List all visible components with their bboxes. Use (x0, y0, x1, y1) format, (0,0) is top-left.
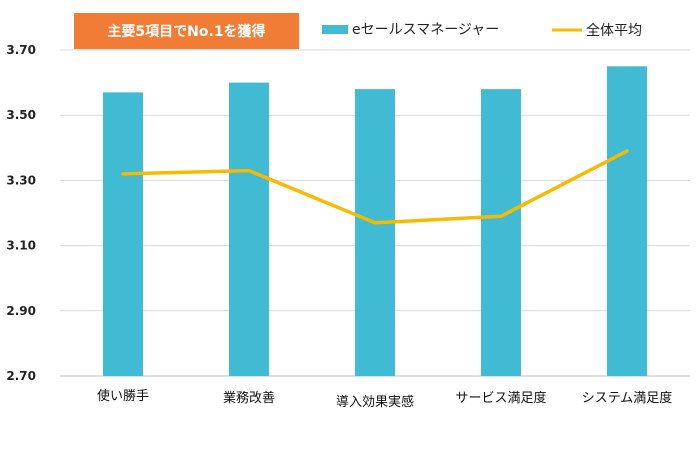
legend: eセールスマネージャー 全体平均 (322, 22, 642, 39)
line-point (247, 169, 251, 173)
x-axis-labels: 使い勝手 業務改善 導入効果実感 サービス満足度 システム満足度 (97, 388, 672, 410)
legend-swatch-bar (322, 25, 348, 34)
badge-text: 主要5項目でNo.1を獲得 (107, 23, 265, 40)
bar-series (103, 66, 647, 377)
line-point (499, 214, 503, 218)
y-tick-label: 3.50 (6, 108, 36, 122)
y-tick-label: 2.70 (6, 369, 36, 383)
bar (481, 89, 521, 377)
line-series (121, 149, 629, 225)
line-point (121, 172, 125, 176)
x-tick-label: 使い勝手 (97, 388, 149, 404)
bar (229, 82, 269, 376)
x-tick-label: 導入効果実感 (336, 394, 414, 410)
x-tick-label: 業務改善 (223, 390, 275, 406)
bar (103, 92, 143, 376)
bar (355, 89, 395, 377)
legend-label-bar: eセールスマネージャー (352, 22, 499, 38)
bar (607, 66, 647, 377)
line-point (373, 221, 377, 225)
y-tick-label: 3.10 (6, 239, 36, 253)
y-tick-label: 2.90 (6, 304, 36, 318)
line-point (625, 149, 629, 153)
x-tick-label: サービス満足度 (455, 390, 546, 406)
x-tick-label: システム満足度 (582, 390, 673, 406)
legend-label-line: 全体平均 (586, 22, 642, 39)
y-tick-label: 3.70 (6, 43, 36, 57)
y-tick-label: 3.30 (6, 173, 36, 187)
y-axis-ticks: 2.70 2.90 3.10 3.30 3.50 3.70 (6, 43, 36, 383)
badge-box (74, 13, 299, 49)
